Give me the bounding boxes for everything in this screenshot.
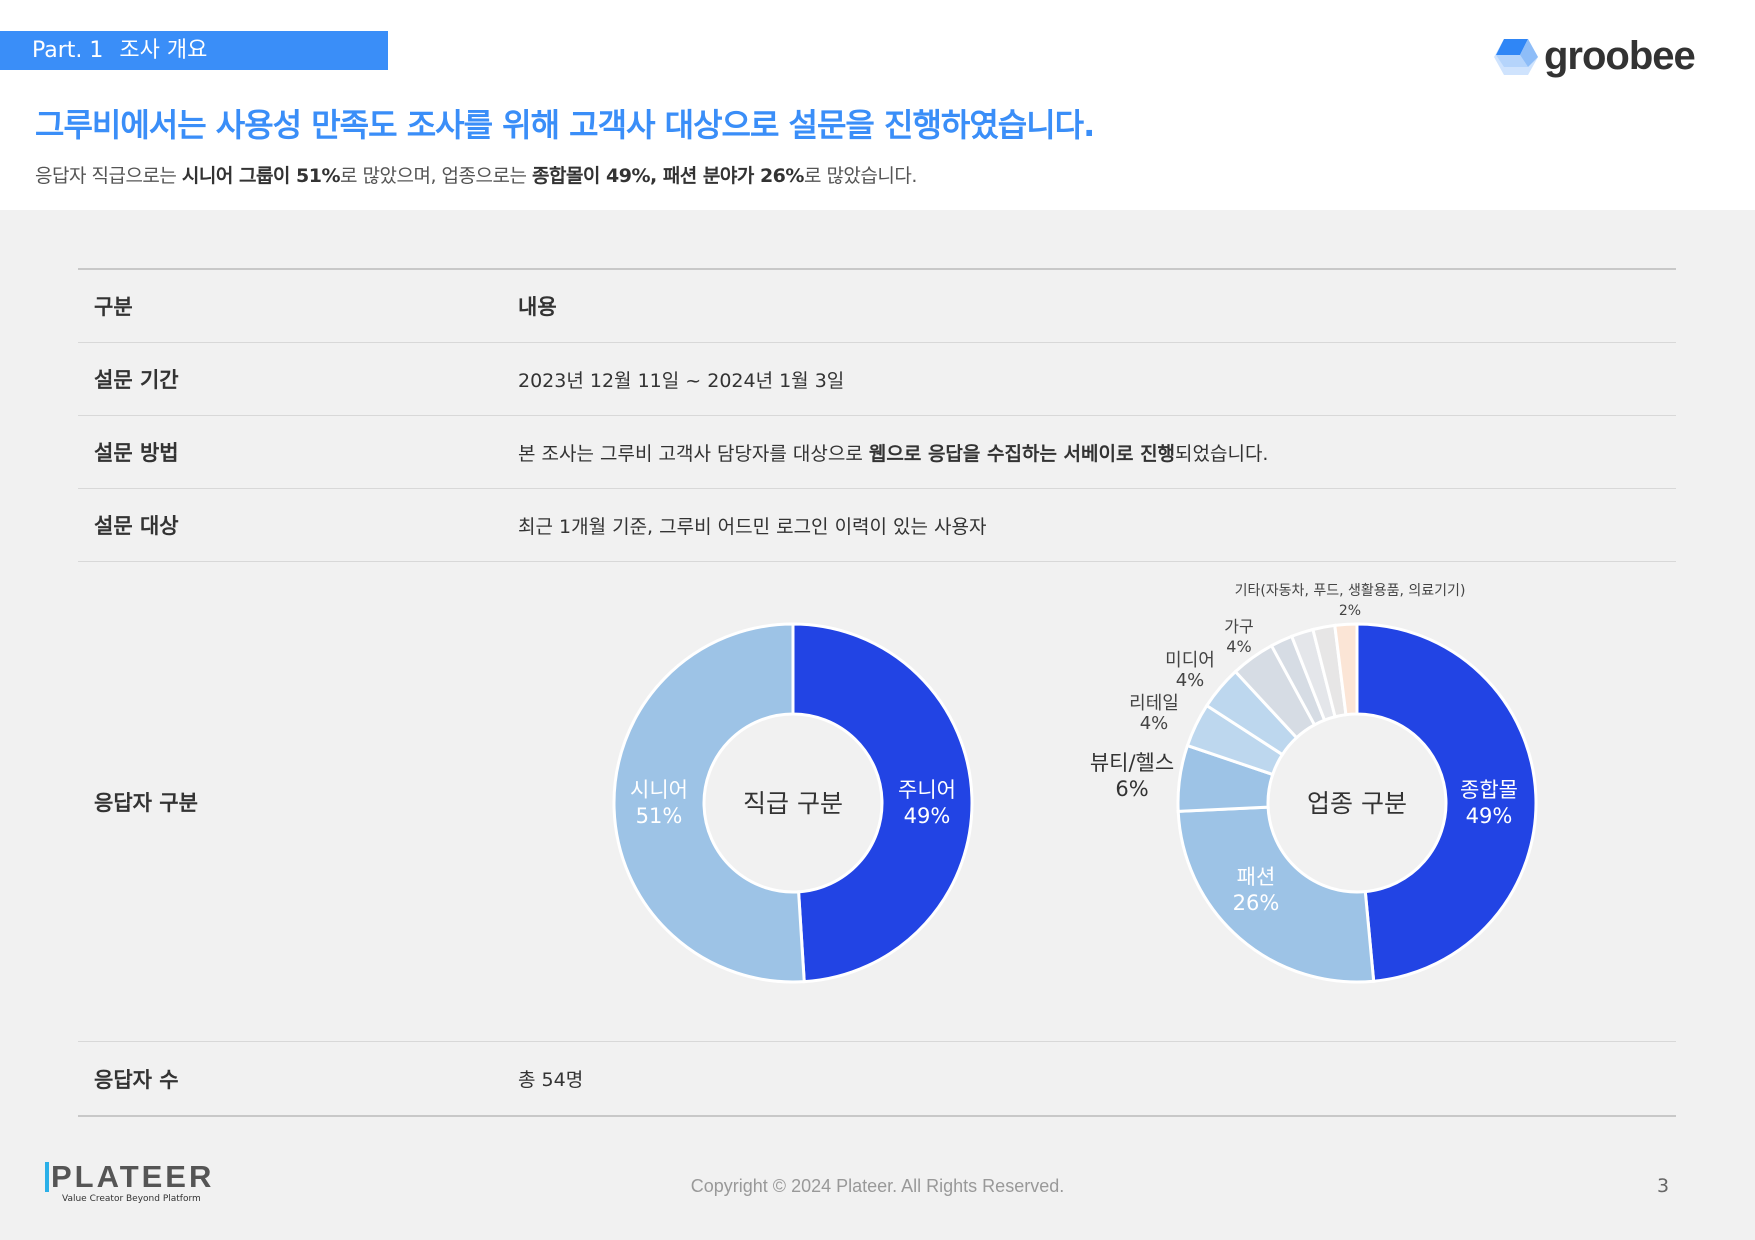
row-value: 본 조사는 그루비 고객사 담당자를 대상으로 웹으로 응답을 수집하는 서베이… bbox=[518, 442, 1269, 465]
slice-label: 기타(자동차, 푸드, 생활용품, 의료기기) bbox=[1235, 583, 1466, 599]
column-header: 구분 bbox=[94, 295, 133, 319]
donut-slice-1-0 bbox=[1355, 622, 1538, 983]
table-header-row: 구분 내용 bbox=[78, 270, 1676, 343]
slice-label: 뷰티/헬스 bbox=[1090, 751, 1174, 775]
page-subtitle: 응답자 직급으로는 시니어 그룹이 51%로 많았으며, 업종으로는 종합몰이 … bbox=[35, 165, 917, 187]
donut-center-label: 업종 구분 bbox=[1307, 789, 1407, 818]
donut-slice-0-1 bbox=[612, 622, 806, 984]
slice-value: 6% bbox=[1115, 777, 1148, 801]
donut-charts: 직급 구분 업종 구분주니어49%시니어51%종합몰49%패션26%뷰티/헬스6%… bbox=[612, 583, 1538, 984]
row-label: 설문 방법 bbox=[94, 441, 179, 465]
table-row: 설문 기간 2023년 12월 11일 ~ 2024년 1월 3일 bbox=[78, 343, 1676, 416]
slice-value: 51% bbox=[636, 804, 683, 828]
slice-value: 2% bbox=[1339, 603, 1361, 619]
slice-label: 주니어 bbox=[898, 778, 956, 802]
copyright: Copyright © 2024 Plateer. All Rights Res… bbox=[690, 1176, 1065, 1196]
row-value: 최근 1개월 기준, 그루비 어드민 로그인 이력이 있는 사용자 bbox=[518, 515, 987, 538]
plateer-wordmark: PLATEER bbox=[45, 1161, 214, 1192]
donut-slice-1-1 bbox=[1176, 805, 1376, 984]
slice-value: 49% bbox=[904, 804, 951, 828]
part-label: Part. 1 bbox=[32, 38, 104, 63]
slice-label: 패션 bbox=[1237, 865, 1276, 889]
row-value: 총 54명 bbox=[518, 1069, 584, 1091]
plateer-tagline: Value Creator Beyond Platform bbox=[62, 1194, 201, 1204]
cube-icon bbox=[1494, 38, 1538, 75]
row-label: 응답자 수 bbox=[94, 1067, 179, 1092]
table-row: 응답자 구분 직급 구분 업종 구분 주니어 49% 시니어 51% 종합몰 49% 패션 26%… bbox=[78, 562, 1676, 1042]
slice-label: 종합몰 bbox=[1460, 778, 1518, 802]
logo-text: groobee bbox=[1544, 34, 1696, 78]
slice-value: 26% bbox=[1233, 891, 1280, 915]
donut-slice-0-0 bbox=[791, 622, 974, 984]
table-row: 설문 방법 본 조사는 그루비 고객사 담당자를 대상으로 웹으로 응답을 수집… bbox=[78, 416, 1676, 489]
row-label: 응답자 구분 bbox=[94, 790, 198, 815]
plateer-logo: PLATEER Value Creator Beyond Platform bbox=[45, 1161, 214, 1204]
slice-label: 가구 bbox=[1224, 617, 1253, 636]
slice-value: 4% bbox=[1226, 637, 1251, 656]
column-header: 내용 bbox=[518, 295, 557, 319]
donut-center-label: 직급 구분 bbox=[743, 789, 843, 818]
slice-value: 4% bbox=[1176, 670, 1205, 691]
table-row: 설문 대상 최근 1개월 기준, 그루비 어드민 로그인 이력이 있는 사용자 bbox=[78, 489, 1676, 562]
part-title: 조사 개요 bbox=[119, 38, 208, 63]
row-label: 설문 기간 bbox=[94, 368, 179, 392]
slice-value: 49% bbox=[1466, 804, 1513, 828]
section-banner: Part. 1 조사 개요 bbox=[0, 31, 388, 70]
row-value: 2023년 12월 11일 ~ 2024년 1월 3일 bbox=[518, 369, 845, 392]
slice-label: 시니어 bbox=[630, 778, 688, 802]
page-title: 그루비에서는 사용성 만족도 조사를 위해 고객사 대상으로 설문을 진행하였습… bbox=[35, 106, 1095, 144]
groobee-logo: groobee bbox=[1494, 34, 1696, 79]
table-row: 응답자 수 총 54명 bbox=[78, 1042, 1676, 1115]
donut-slice-1-9 bbox=[1333, 622, 1359, 717]
slice-label: 미디어 bbox=[1165, 650, 1215, 671]
row-label: 설문 대상 bbox=[94, 514, 179, 538]
survey-table: 구분 내용 설문 기간 2023년 12월 11일 ~ 2024년 1월 3일 … bbox=[78, 268, 1676, 1117]
slice-value: 4% bbox=[1140, 713, 1169, 734]
page-number: 3 bbox=[1657, 1175, 1670, 1197]
slice-label: 리테일 bbox=[1129, 693, 1179, 714]
